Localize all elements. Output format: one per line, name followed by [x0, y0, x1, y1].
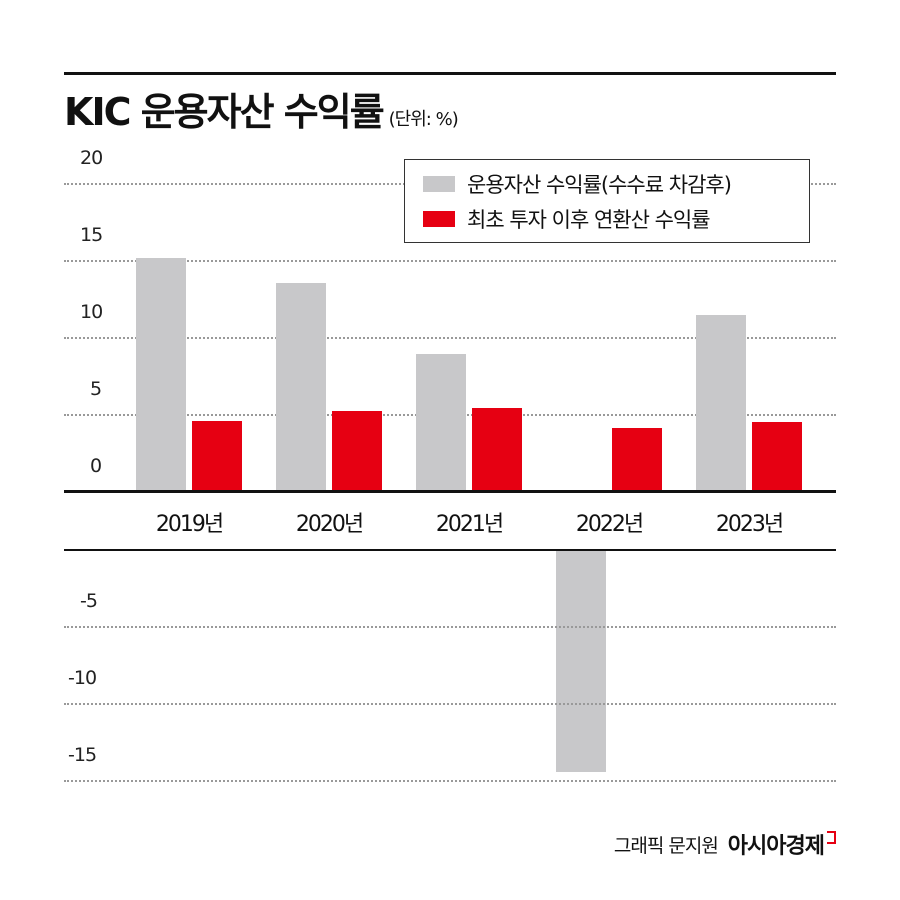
gridline-15 [64, 260, 836, 262]
bar-red-2020 [332, 411, 382, 491]
x-label-2020: 2020년 [295, 512, 364, 537]
x-label-2023: 2023년 [715, 512, 784, 537]
x-axis-upper [64, 490, 836, 493]
bar-red-2022 [612, 428, 662, 491]
bar-gray-2020 [276, 283, 326, 491]
credit-line: 그래픽 문지원 아시아경제 [614, 828, 836, 860]
legend-label-gray: 운용자산 수익률(수수료 차감후) [467, 173, 732, 197]
gridline-neg15 [64, 780, 836, 782]
y-tick-10: 10 [80, 301, 103, 323]
y-tick-15: 15 [80, 224, 103, 246]
brand-name: 아시아경제 [727, 834, 825, 859]
bar-gray-2021 [416, 354, 466, 491]
chart-title: KIC 운용자산 수익률 (단위: %) [64, 88, 459, 144]
graphic-credit: 그래픽 문지원 [613, 834, 719, 857]
brand-logo-icon [827, 830, 836, 844]
title-text: KIC 운용자산 수익률 [64, 90, 385, 134]
legend-item-gray: 운용자산 수익률(수수료 차감후) [423, 169, 732, 199]
y-tick-20: 20 [80, 147, 103, 169]
y-tick-neg10: -10 [68, 667, 97, 689]
gridline-neg5 [64, 626, 836, 628]
legend-item-red: 최초 투자 이후 연환산 수익률 [423, 204, 711, 234]
x-label-2021: 2021년 [435, 512, 504, 537]
unit-label: (단위: %) [388, 109, 459, 130]
bar-gray-2022 [556, 551, 606, 772]
legend-label-red: 최초 투자 이후 연환산 수익률 [467, 208, 711, 232]
top-rule [64, 72, 836, 75]
bar-gray-2023 [696, 315, 746, 491]
y-tick-neg5: -5 [80, 590, 98, 612]
bar-red-2021 [472, 408, 522, 491]
x-axis-lower [64, 549, 836, 551]
y-tick-neg15: -15 [68, 744, 97, 766]
bar-red-2023 [752, 422, 802, 491]
y-tick-5: 5 [90, 378, 102, 400]
legend-swatch-red [423, 211, 455, 227]
bar-red-2019 [192, 421, 242, 491]
bar-gray-2019 [136, 258, 186, 491]
x-label-2022: 2022년 [575, 512, 644, 537]
x-label-2019: 2019년 [155, 512, 224, 537]
gridline-neg10 [64, 703, 836, 705]
gridline-10 [64, 337, 836, 339]
chart-legend: 운용자산 수익률(수수료 차감후) 최초 투자 이후 연환산 수익률 [404, 159, 810, 243]
legend-swatch-gray [423, 176, 455, 192]
y-tick-0: 0 [90, 455, 102, 477]
